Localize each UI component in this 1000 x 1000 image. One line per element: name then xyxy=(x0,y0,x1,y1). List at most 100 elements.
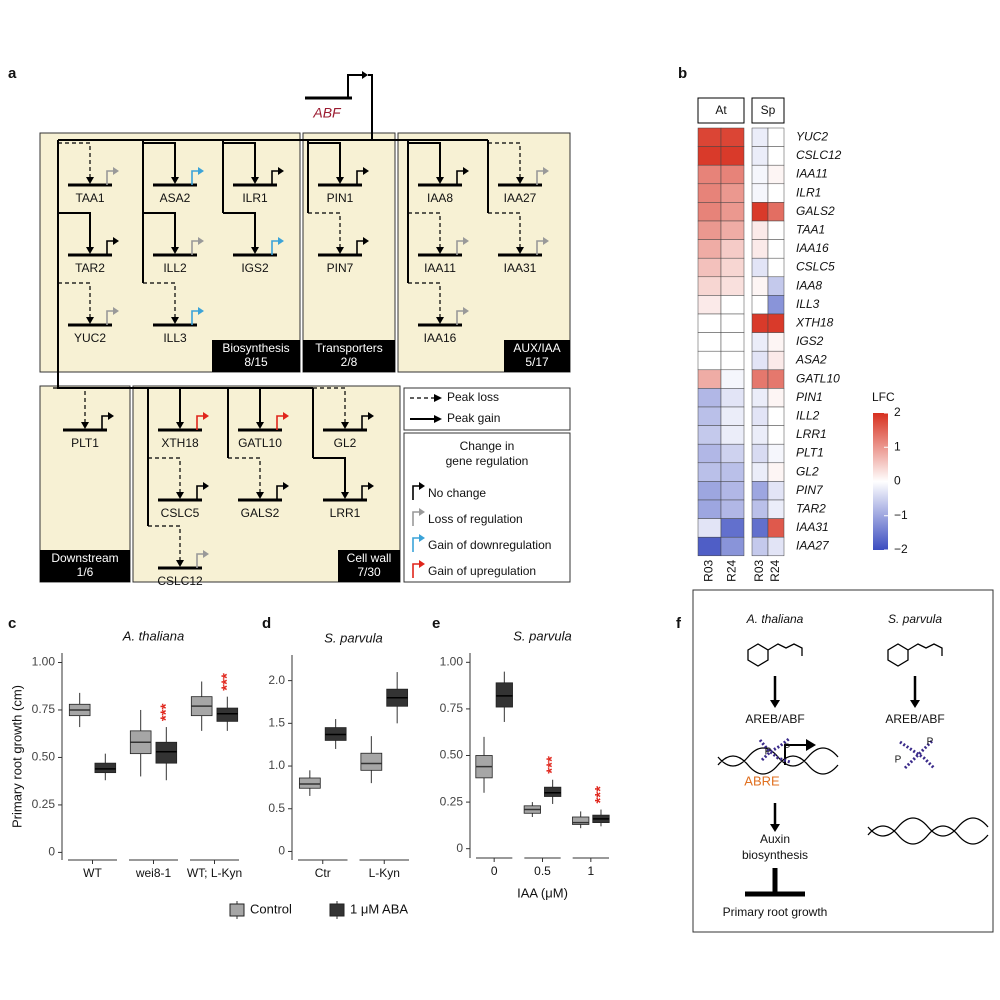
heatmap-cell xyxy=(767,350,785,371)
gene-flag xyxy=(356,240,364,255)
y-tick-label: 1.00 xyxy=(32,655,56,669)
group-header xyxy=(697,97,745,124)
gene-flag xyxy=(456,170,464,185)
heatmap-cell xyxy=(720,127,745,147)
legend-flag-head xyxy=(419,534,425,542)
regulation-edge xyxy=(148,387,181,424)
y-tick-label: 0.25 xyxy=(440,794,464,808)
heatmap-cell xyxy=(720,313,745,333)
arrow-head xyxy=(770,700,780,708)
heatmap-cell xyxy=(767,332,785,352)
gene-flag-head xyxy=(368,482,374,490)
heatmap-cell xyxy=(720,406,745,426)
edge-head xyxy=(516,247,524,254)
gene-flag xyxy=(456,240,464,255)
x-tick-label: Ctr xyxy=(315,866,331,880)
heatmap-cell xyxy=(720,481,745,501)
gene-flag-head xyxy=(463,237,469,245)
legend-label: 1 μM ABA xyxy=(350,901,408,916)
regulator-label: ABF xyxy=(312,105,342,121)
heatmap-cell xyxy=(767,183,785,203)
gene-label: TAR2 xyxy=(75,261,105,275)
group-label-box xyxy=(303,340,395,372)
gene-flag xyxy=(196,553,204,568)
column-label: R24 xyxy=(768,559,782,581)
heatmap-cell xyxy=(720,239,745,259)
edge-head xyxy=(436,247,444,254)
protein xyxy=(899,738,936,770)
phospho-label: P xyxy=(784,743,791,754)
heatmap-cell xyxy=(697,202,722,222)
heatmap-cell xyxy=(720,369,745,389)
heatmap-cell xyxy=(720,295,745,315)
regulation-edge xyxy=(313,457,346,494)
box xyxy=(544,786,562,797)
legend-swatch xyxy=(229,903,245,917)
heatmap-cell xyxy=(720,164,745,185)
heatmap-cell xyxy=(751,257,769,278)
heatmap-cell xyxy=(751,443,769,464)
panel-label: b xyxy=(678,65,687,82)
legend-flag xyxy=(412,537,420,552)
significance: *** xyxy=(157,703,174,721)
protein xyxy=(758,736,791,764)
x-tick-label: 0.5 xyxy=(534,864,551,878)
legend-title: gene regulation xyxy=(446,454,529,468)
gene-flag xyxy=(456,310,464,325)
column-label: R03 xyxy=(752,559,766,581)
regulation-edge xyxy=(223,142,256,179)
column-label: R03 xyxy=(702,559,716,581)
gene-flag xyxy=(106,240,114,255)
edge-head xyxy=(171,177,179,184)
gene-label: IAA16 xyxy=(424,331,457,345)
heatmap-cell xyxy=(697,388,722,408)
regulation-edge xyxy=(143,142,176,179)
heatmap-cell xyxy=(697,499,722,519)
heatmap-cell xyxy=(751,146,769,166)
regulation-edge xyxy=(488,142,521,179)
row-label: GATL10 xyxy=(796,371,840,385)
heatmap-cell xyxy=(767,518,785,538)
edge-head xyxy=(86,177,94,184)
x-axis-label: IAA (μM) xyxy=(517,885,568,900)
legend-edge-label: Peak loss xyxy=(447,390,499,404)
row-label: PIN7 xyxy=(796,483,824,497)
aba-molecule xyxy=(747,643,803,667)
group-label-box xyxy=(40,550,130,582)
heatmap-cell xyxy=(767,481,785,501)
heatmap-cell xyxy=(720,202,745,222)
gene-label: ASA2 xyxy=(160,191,191,205)
heatmap-cell xyxy=(697,406,722,426)
group-name: Downstream xyxy=(51,551,118,565)
arrow-head xyxy=(806,739,816,751)
row-label: XTH18 xyxy=(795,315,834,329)
gene-label: IAA27 xyxy=(504,191,537,205)
legend-flag-label: Gain of downregulation xyxy=(428,538,551,552)
arrow-head xyxy=(910,700,920,708)
gene-label: IGS2 xyxy=(241,261,269,275)
group-label-box xyxy=(212,340,300,372)
gene-flag-head xyxy=(108,412,114,420)
gene-flag xyxy=(101,415,109,430)
heatmap-cell xyxy=(767,164,785,185)
gene-label: IAA11 xyxy=(424,261,456,275)
abf-flag-head xyxy=(362,71,368,79)
row-label: PIN1 xyxy=(796,390,823,404)
row-label: ASA2 xyxy=(795,353,827,367)
group-box xyxy=(132,385,401,583)
gene-flag xyxy=(271,170,279,185)
heatmap-cell xyxy=(767,536,785,557)
edge-head xyxy=(176,422,184,429)
group-name: AUX/IAA xyxy=(513,341,560,355)
gene-flag xyxy=(191,310,199,325)
group-box xyxy=(302,132,396,373)
colorbar-tick-label: −2 xyxy=(894,542,908,556)
heatmap-cell xyxy=(767,276,785,296)
heatmap-cell xyxy=(720,462,745,482)
group-name: Biosynthesis xyxy=(222,341,289,355)
edge-head xyxy=(256,422,264,429)
edge-head xyxy=(436,317,444,324)
group-box xyxy=(39,132,301,373)
row-label: GALS2 xyxy=(796,204,835,218)
group-count: 5/17 xyxy=(525,355,549,369)
